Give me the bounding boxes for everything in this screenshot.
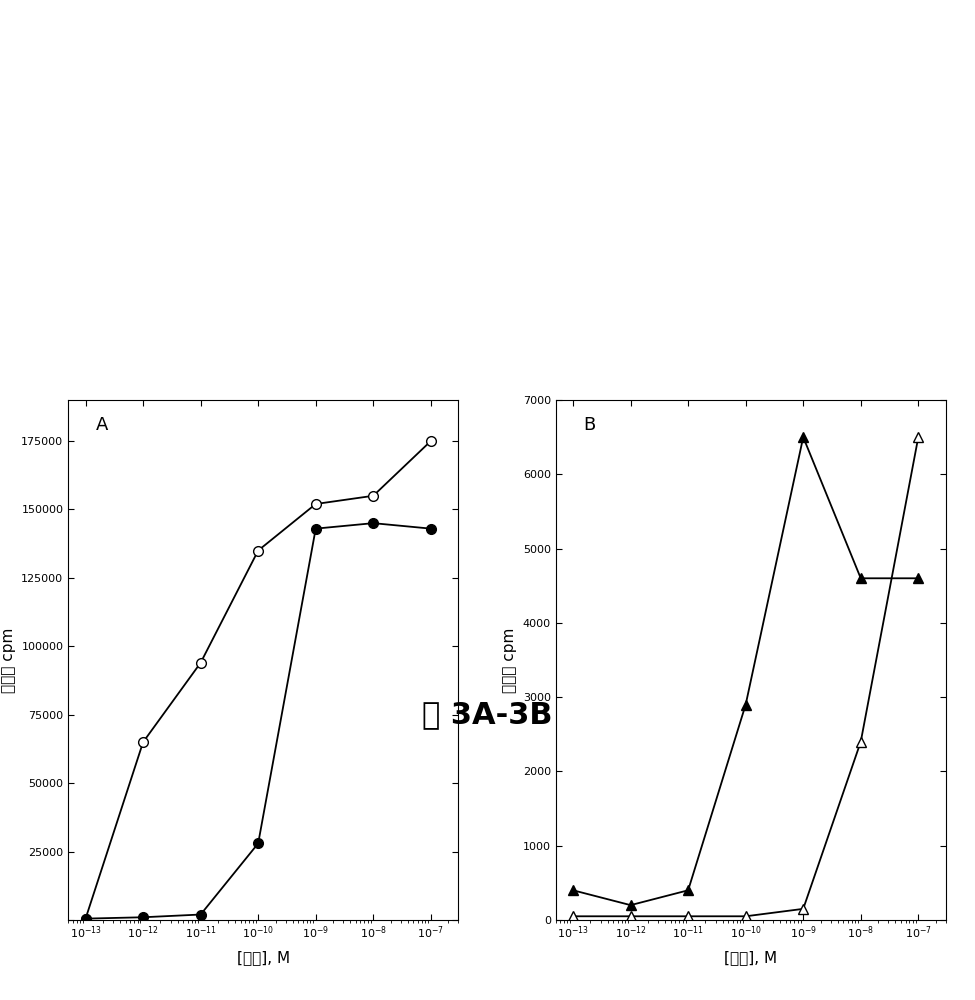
X-axis label: [蛋白], M: [蛋白], M	[237, 950, 290, 965]
Text: 图 3A-3B: 图 3A-3B	[422, 700, 553, 730]
Text: A: A	[96, 416, 108, 434]
X-axis label: [蛋白], M: [蛋白], M	[724, 950, 777, 965]
Y-axis label: 掺入的 cpm: 掺入的 cpm	[1, 627, 16, 693]
Y-axis label: 掺入的 cpm: 掺入的 cpm	[502, 627, 517, 693]
Text: B: B	[583, 416, 596, 434]
